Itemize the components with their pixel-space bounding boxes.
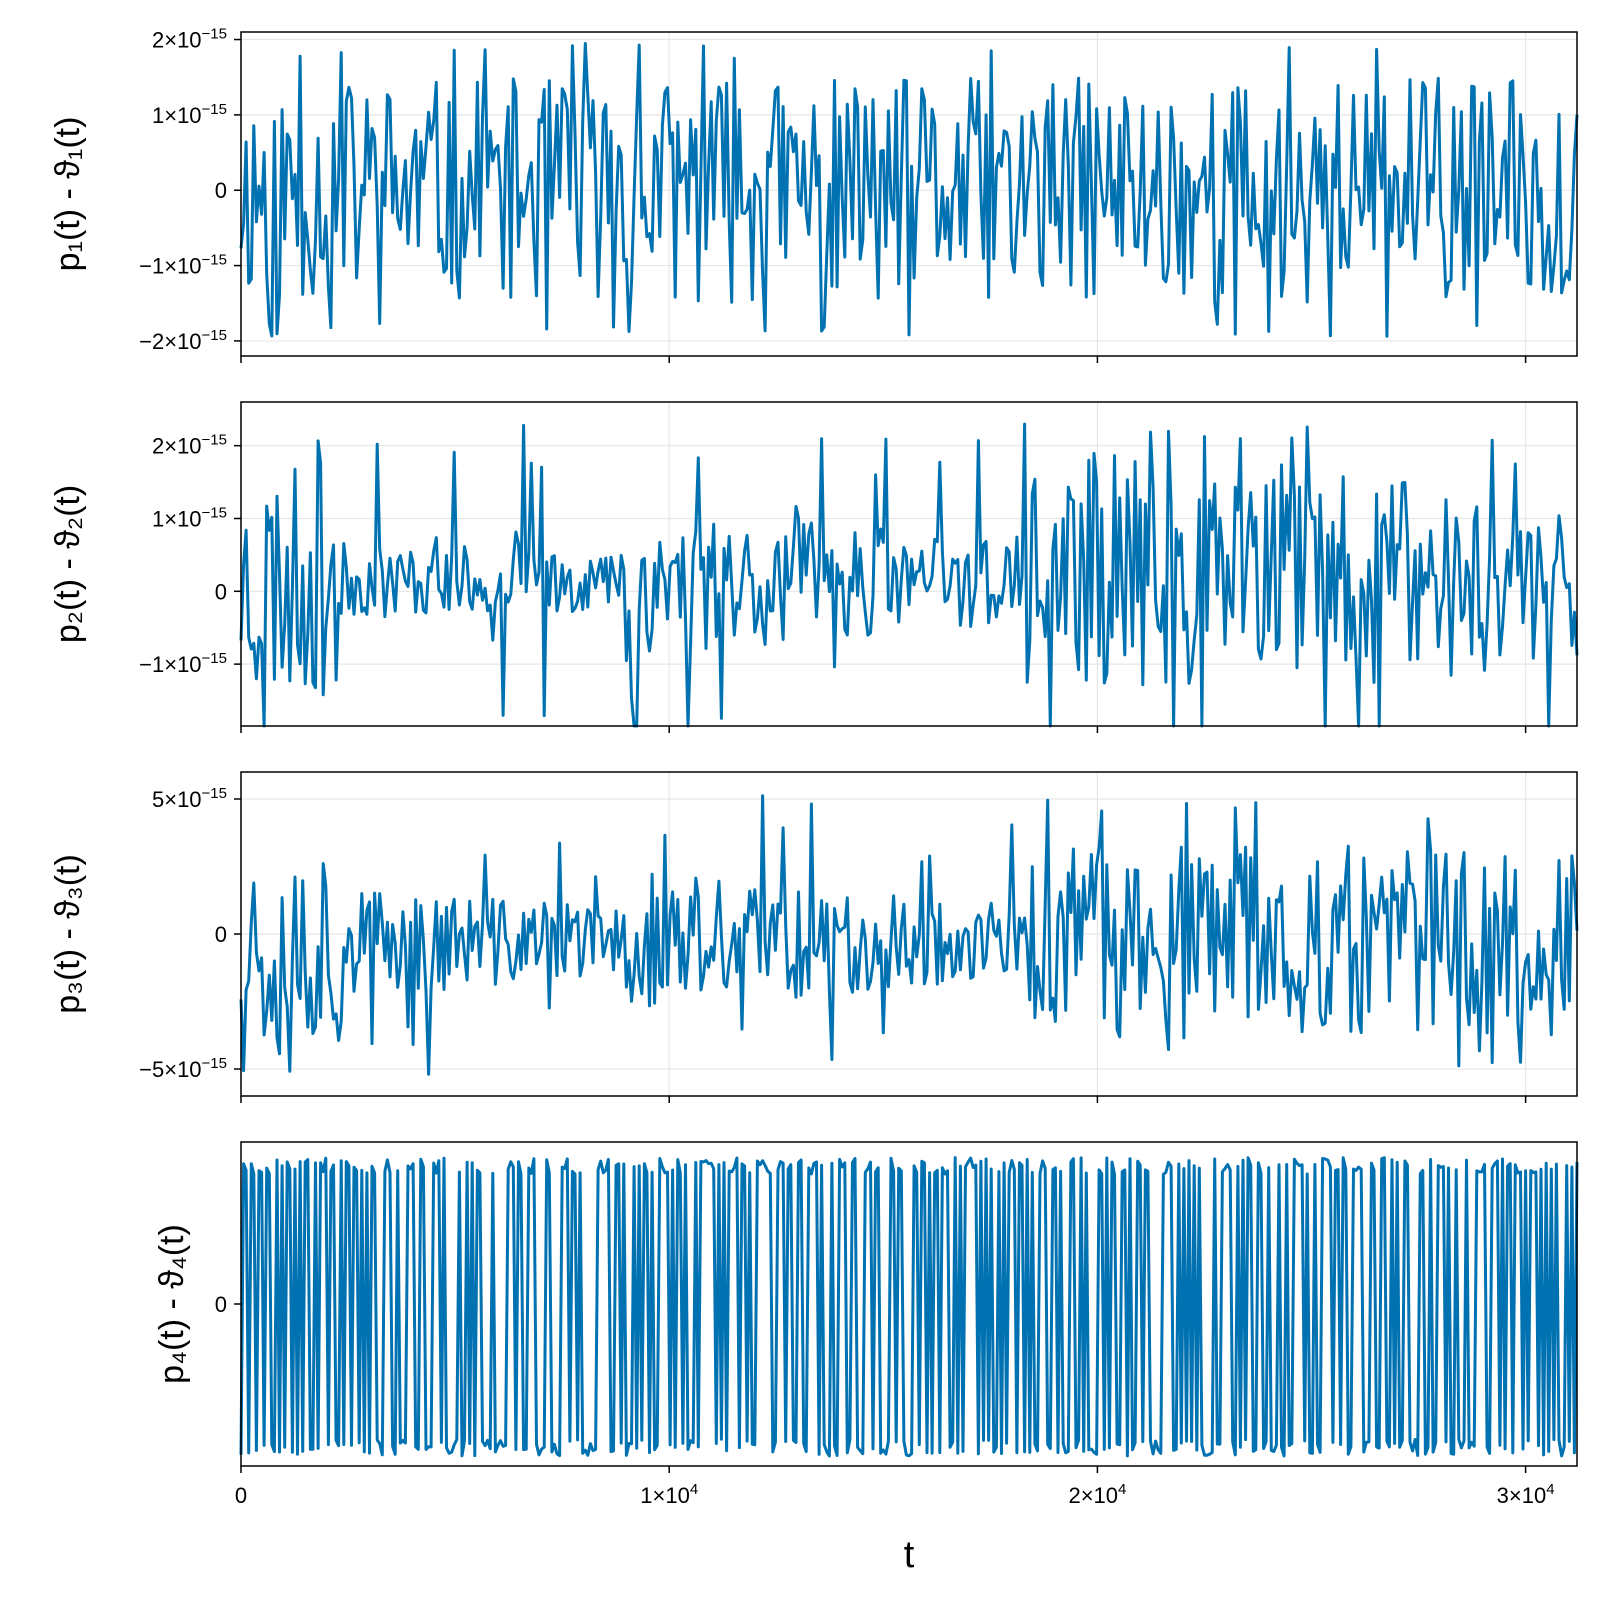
ylabel-2: p₂(t) - ϑ₂(t) bbox=[49, 485, 87, 643]
plot-frame-2 bbox=[240, 401, 1578, 727]
plot-frame-1 bbox=[240, 31, 1578, 357]
y-tick-label: −1×10−15 bbox=[139, 650, 227, 677]
y-tick-label: 5×10−15 bbox=[152, 785, 227, 812]
series-line-1 bbox=[239, 422, 1579, 728]
series-line-1 bbox=[239, 794, 1579, 1076]
y-tick-label: 1×10−15 bbox=[152, 101, 227, 128]
y-tick-label: 0 bbox=[215, 1292, 227, 1317]
y-tick-label: −1×10−15 bbox=[139, 252, 227, 279]
y-tick-label: 0 bbox=[215, 922, 227, 947]
panel-2: p₂(t) - ϑ₂(t) 2×10−15 1×10−15 0 −1×10−15 bbox=[49, 401, 1579, 733]
ylabel-3: p₃(t) - ϑ₃(t) bbox=[49, 854, 87, 1014]
xlabel: t bbox=[904, 1534, 915, 1576]
panel-1: p₁(t) - ϑ₁(t) 2×10−15 1×10−15 0 −1×10−15 −2×… bbox=[49, 26, 1579, 363]
y-tick-label: 2×10−15 bbox=[152, 26, 227, 53]
x-tick-label: 1×104 bbox=[640, 1481, 698, 1508]
y-tick-label: −2×10−15 bbox=[139, 327, 227, 354]
series-line-1 bbox=[239, 1156, 1579, 1458]
x-tick-label: 3×104 bbox=[1497, 1481, 1555, 1508]
y-tick-label: −5×10−15 bbox=[139, 1055, 227, 1082]
series-line-1 bbox=[239, 42, 1579, 338]
panel-3: p₃(t) - ϑ₃(t) 5×10−15 0 −5×10−15 bbox=[49, 771, 1579, 1103]
x-tick-label: 2×104 bbox=[1068, 1481, 1126, 1508]
y-tick-label: 2×10−15 bbox=[152, 432, 227, 459]
ylabel-4: p₄(t) - ϑ₄(t) bbox=[153, 1224, 191, 1384]
y-tick-label: 1×10−15 bbox=[152, 504, 227, 531]
panel-4: p₄(t) - ϑ₄(t) t 0 0 1×104 2×104 3×104 bbox=[153, 1141, 1579, 1576]
y-tick-label: 0 bbox=[215, 178, 227, 203]
y-tick-label: 0 bbox=[215, 579, 227, 604]
x-tick-label: 0 bbox=[235, 1483, 247, 1508]
ylabel-1: p₁(t) - ϑ₁(t) bbox=[49, 117, 87, 272]
